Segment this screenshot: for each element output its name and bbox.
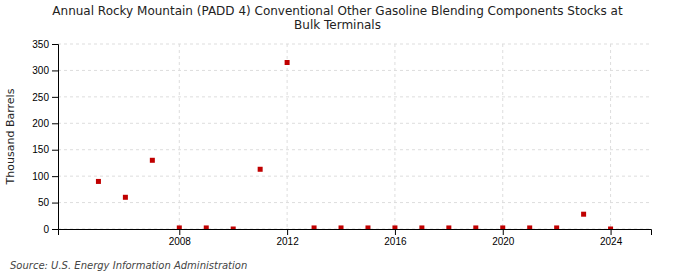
x-grid-line	[179, 44, 180, 229]
annotation: Source: U.S. Energy Information Administ…	[10, 260, 247, 271]
x-tick: 2012	[276, 229, 299, 247]
y-tick-mark	[52, 44, 58, 45]
y-axis-label: Thousand Barrels	[4, 88, 17, 185]
y-grid-line	[58, 202, 651, 203]
x-tick-label: 2020	[492, 236, 515, 247]
x-tick-mark	[503, 229, 504, 235]
y-tick: 300	[32, 65, 58, 76]
plot-area: 2008 2012 2016 2020 2024 0 50 100 150 200 250 300 35…	[32, 39, 651, 247]
x-tick-label: 2016	[384, 236, 407, 247]
x-tick-label: 2024	[600, 236, 623, 247]
y-tick-mark	[52, 229, 58, 230]
point	[312, 225, 317, 229]
y-tick-mark	[52, 176, 58, 177]
point	[446, 225, 451, 229]
grid	[58, 44, 651, 229]
y-axis: 0 50 100 150 200 250 300 350	[32, 39, 58, 235]
y-grid-line	[58, 70, 651, 71]
y-tick-label: 0	[43, 224, 49, 235]
x-tick-label: 2008	[169, 236, 192, 247]
y-tick-label: 100	[32, 171, 49, 182]
point	[392, 225, 397, 229]
y-tick: 100	[32, 171, 58, 182]
x-tick: 2020	[492, 229, 515, 247]
point	[177, 225, 182, 229]
point	[258, 167, 263, 172]
x-tick-mark	[611, 229, 612, 235]
x-tick: 2008	[169, 229, 192, 247]
y-tick: 50	[38, 197, 58, 208]
point	[285, 60, 290, 65]
y-tick-label: 350	[32, 39, 49, 50]
title-line: Annual Rocky Mountain (PADD 4) Conventio…	[52, 4, 623, 18]
title: Annual Rocky Mountain (PADD 4) Conventio…	[52, 4, 623, 32]
x-tick: 2024	[600, 229, 623, 247]
point	[96, 179, 101, 184]
y-tick-label: 150	[32, 144, 49, 155]
y-tick-label: 250	[32, 92, 49, 103]
x-grid-line	[394, 44, 395, 229]
point	[231, 227, 236, 230]
point	[339, 225, 344, 229]
x-axis: 2008 2012 2016 2020 2024	[59, 229, 652, 247]
point	[608, 227, 613, 230]
y-tick-mark	[52, 150, 58, 151]
x-tick-mark	[287, 229, 288, 235]
point	[581, 212, 586, 217]
y-tick-mark	[52, 70, 58, 71]
x-tick-label: 2012	[276, 236, 299, 247]
y-tick-mark	[52, 123, 58, 124]
y-grid-line	[58, 149, 651, 150]
y-axis-line	[52, 45, 59, 230]
y-grid-line	[58, 44, 651, 45]
x-tick-mark	[179, 229, 180, 235]
point	[473, 225, 478, 229]
y-tick-mark	[52, 97, 58, 98]
point	[150, 158, 155, 163]
title-line: Bulk Terminals	[294, 18, 381, 32]
y-tick: 200	[32, 118, 58, 129]
x-grid-line	[610, 44, 611, 229]
point	[554, 225, 559, 229]
y-tick-label: 300	[32, 65, 49, 76]
y-tick: 0	[43, 224, 58, 235]
point	[204, 225, 209, 229]
y-tick-label: 200	[32, 118, 49, 129]
y-grid-line	[58, 123, 651, 124]
y-tick: 350	[32, 39, 58, 50]
y-grid-line	[58, 96, 651, 97]
point	[527, 225, 532, 229]
x-grid-line	[287, 44, 288, 229]
point	[419, 225, 424, 229]
chart-svg: Annual Rocky Mountain (PADD 4) Conventio…	[0, 0, 675, 275]
point	[123, 195, 128, 200]
point	[500, 225, 505, 229]
x-axis-line	[59, 230, 652, 236]
y-tick: 250	[32, 92, 58, 103]
y-grid-line	[58, 176, 651, 177]
y-tick: 150	[32, 144, 58, 155]
y-tick-label: 50	[38, 197, 50, 208]
marks	[96, 60, 613, 229]
x-tick: 2016	[384, 229, 407, 247]
point	[365, 225, 370, 229]
y-tick-mark	[52, 203, 58, 204]
x-tick-mark	[395, 229, 396, 235]
x-grid-line	[502, 44, 503, 229]
